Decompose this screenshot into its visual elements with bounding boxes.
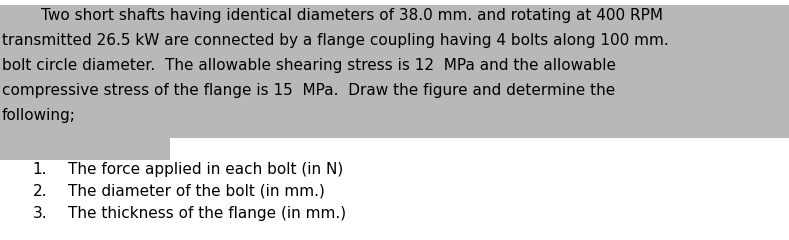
- Text: following;: following;: [2, 108, 76, 123]
- Text: The diameter of the bolt (in mm.): The diameter of the bolt (in mm.): [68, 184, 325, 199]
- Text: 1.: 1.: [32, 162, 47, 177]
- Text: 2.: 2.: [32, 184, 47, 199]
- Text: Two short shafts having identical diameters of 38.0 mm. and rotating at 400 RPM: Two short shafts having identical diamet…: [2, 8, 663, 23]
- Bar: [0, 135, 170, 160]
- Text: The thickness of the flange (in mm.): The thickness of the flange (in mm.): [68, 206, 346, 221]
- Text: 3.: 3.: [32, 206, 47, 221]
- Text: transmitted 26.5 kW are connected by a flange coupling having 4 bolts along 100 : transmitted 26.5 kW are connected by a f…: [2, 33, 669, 48]
- Text: bolt circle diameter.  The allowable shearing stress is 12  MPa and the allowabl: bolt circle diameter. The allowable shea…: [2, 58, 616, 73]
- Text: compressive stress of the flange is 15  MPa.  Draw the figure and determine the: compressive stress of the flange is 15 M…: [2, 83, 615, 98]
- Bar: [0, 5, 789, 138]
- Text: The force applied in each bolt (in N): The force applied in each bolt (in N): [68, 162, 343, 177]
